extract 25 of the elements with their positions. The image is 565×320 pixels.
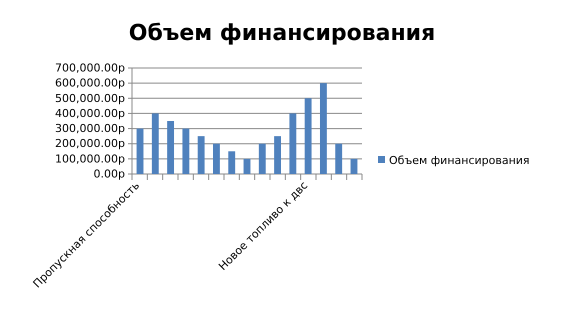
bar: [350, 158, 358, 174]
bar: [289, 113, 296, 174]
bar: [182, 128, 190, 174]
bar: [228, 151, 236, 174]
chart-title: Объем финансирования: [128, 21, 436, 46]
legend-label: Объем финансирования: [389, 154, 530, 167]
y-tick-label: 100,000.00р: [55, 152, 126, 166]
bar: [244, 158, 250, 174]
bar: [167, 121, 174, 174]
y-tick-label: 300,000.00р: [55, 122, 126, 136]
bar: [274, 136, 282, 174]
bar: [212, 144, 220, 174]
bar: [152, 113, 159, 174]
bar: [335, 144, 342, 174]
y-tick-label: 200,000.00р: [55, 137, 126, 150]
bar: [258, 144, 266, 174]
y-tick-label: 700,000.00р: [55, 62, 126, 75]
y-tick-label: 500,000.00р: [55, 92, 126, 105]
bar: [198, 136, 205, 174]
y-tick-label: 600,000.00р: [55, 76, 126, 90]
bar: [304, 98, 312, 174]
bar: [320, 83, 327, 174]
bar: [136, 128, 144, 174]
y-tick-label: 0.00р: [94, 168, 126, 181]
y-tick-label: 400,000.00р: [55, 106, 126, 120]
